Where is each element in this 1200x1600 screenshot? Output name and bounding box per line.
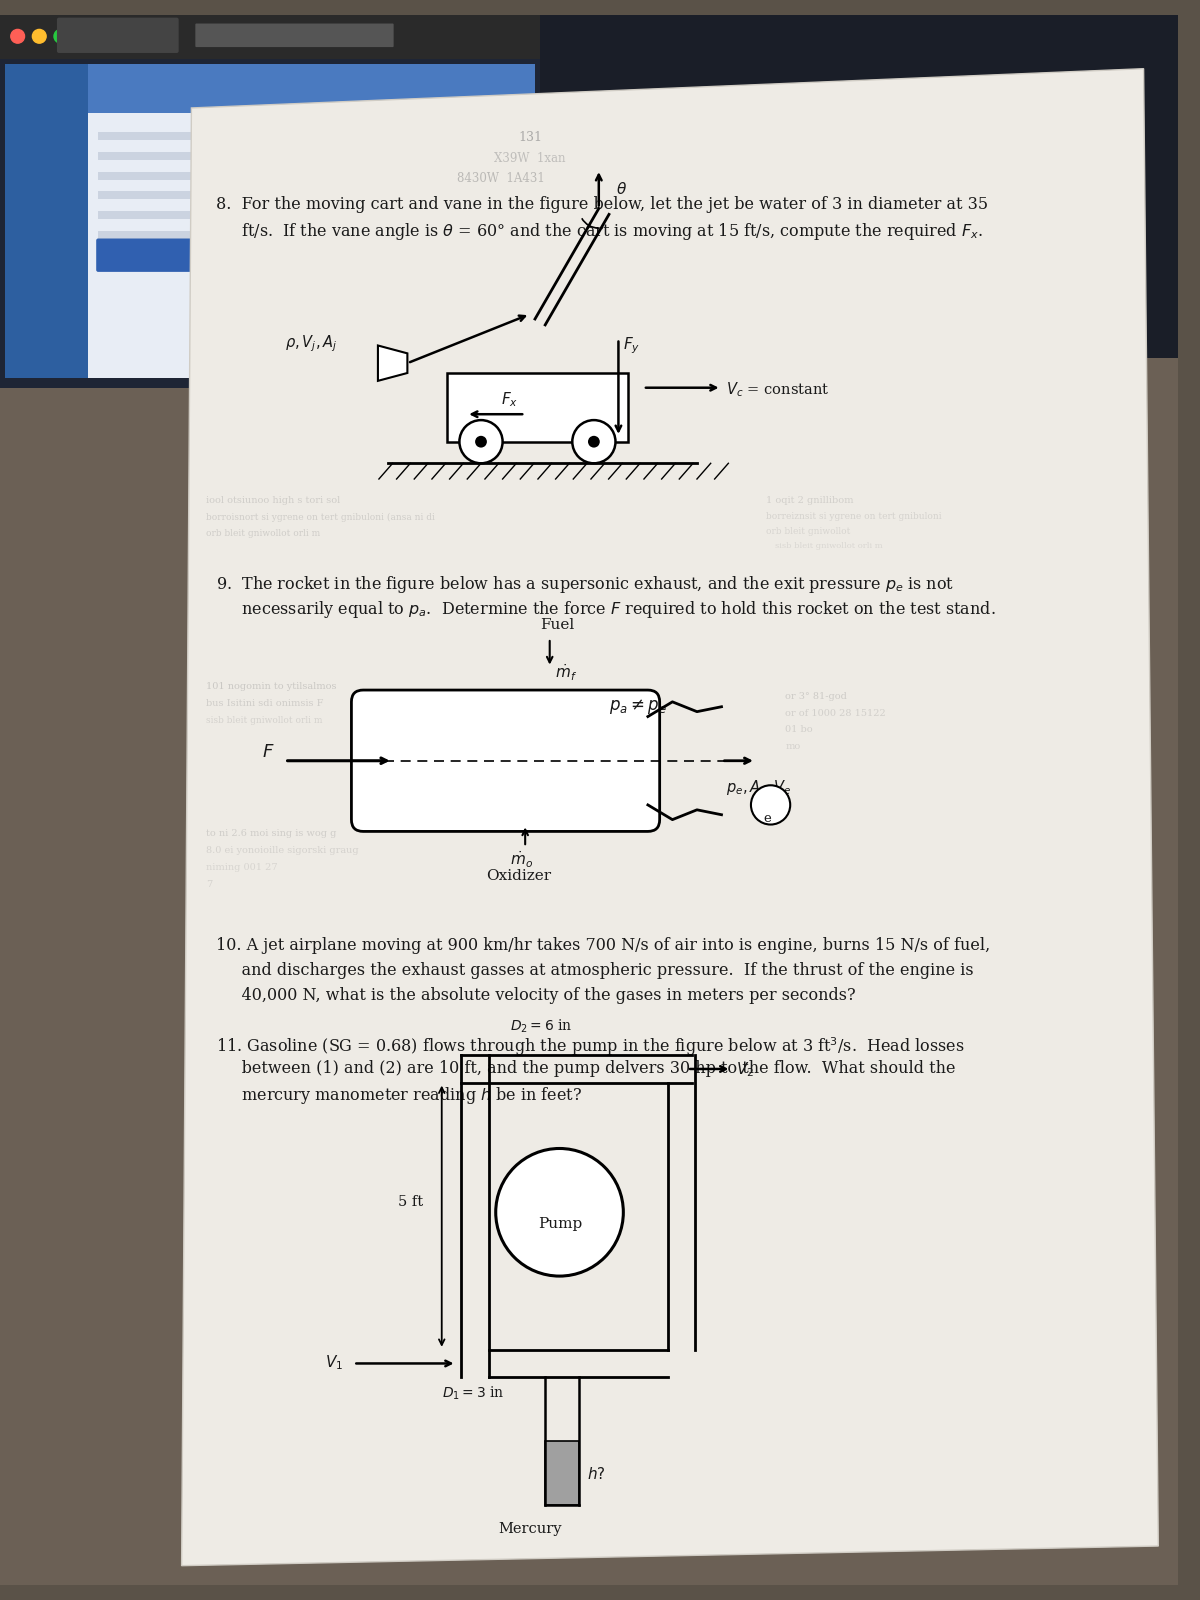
FancyBboxPatch shape bbox=[89, 64, 535, 114]
FancyBboxPatch shape bbox=[352, 690, 660, 832]
Text: e: e bbox=[763, 811, 772, 824]
Circle shape bbox=[572, 421, 616, 464]
Text: $\rho, V_j, A_j$: $\rho, V_j, A_j$ bbox=[284, 334, 337, 354]
FancyBboxPatch shape bbox=[98, 211, 442, 219]
FancyBboxPatch shape bbox=[545, 1442, 580, 1506]
Circle shape bbox=[54, 29, 67, 43]
Text: mercury manometer reading $h$ be in feet?: mercury manometer reading $h$ be in feet… bbox=[216, 1085, 582, 1106]
Text: and discharges the exhaust gasses at atmospheric pressure.  If the thrust of the: and discharges the exhaust gasses at atm… bbox=[216, 962, 973, 979]
Text: Mercury: Mercury bbox=[498, 1523, 562, 1536]
Text: ft/s.  If the vane angle is $\theta$ = 60° and the cart is moving at 15 ft/s, co: ft/s. If the vane angle is $\theta$ = 60… bbox=[216, 221, 983, 242]
FancyBboxPatch shape bbox=[98, 133, 442, 141]
Text: 1 oqit 2 gnillibom: 1 oqit 2 gnillibom bbox=[766, 496, 853, 504]
Text: Oxidizer: Oxidizer bbox=[486, 869, 551, 883]
Polygon shape bbox=[378, 346, 407, 381]
Text: 8430W  1A431: 8430W 1A431 bbox=[457, 171, 545, 184]
FancyBboxPatch shape bbox=[5, 64, 535, 378]
Text: bus Isitini sdi onimsis F: bus Isitini sdi onimsis F bbox=[206, 699, 324, 707]
Text: $h?$: $h?$ bbox=[587, 1466, 606, 1482]
Text: sisb bleit gniwollot orli m: sisb bleit gniwollot orli m bbox=[775, 542, 883, 550]
FancyBboxPatch shape bbox=[98, 230, 442, 238]
Text: $V_2$: $V_2$ bbox=[737, 1061, 755, 1078]
Circle shape bbox=[475, 435, 487, 448]
Text: between (1) and (2) are 10 ft, and the pump delvers 30 hp to the flow.  What sho: between (1) and (2) are 10 ft, and the p… bbox=[216, 1061, 955, 1077]
Text: sisb bleit gniwollot orli m: sisb bleit gniwollot orli m bbox=[206, 715, 323, 725]
Text: iool otsiunoo high s tori sol: iool otsiunoo high s tori sol bbox=[206, 496, 341, 504]
FancyBboxPatch shape bbox=[446, 373, 629, 442]
Text: or of 1000 28 15122: or of 1000 28 15122 bbox=[785, 709, 886, 718]
Text: X39W  1xan: X39W 1xan bbox=[494, 152, 566, 165]
Text: borroisnort si ygrene on tert gnibuloni (ansa ni di: borroisnort si ygrene on tert gnibuloni … bbox=[206, 514, 436, 523]
Text: borreiznsit si ygrene on tert gnibuloni: borreiznsit si ygrene on tert gnibuloni bbox=[766, 512, 941, 522]
Polygon shape bbox=[0, 14, 540, 387]
Polygon shape bbox=[0, 14, 1178, 358]
FancyBboxPatch shape bbox=[196, 24, 394, 46]
Text: to ni 2.6 moi sing is wog g: to ni 2.6 moi sing is wog g bbox=[206, 829, 336, 838]
Text: Fuel: Fuel bbox=[540, 618, 574, 632]
Polygon shape bbox=[181, 69, 1158, 1566]
Polygon shape bbox=[0, 358, 1178, 1586]
Text: $F_x$: $F_x$ bbox=[500, 390, 517, 410]
Text: $V_c$ = constant: $V_c$ = constant bbox=[726, 379, 829, 398]
Text: $p_e, A_e, V_e$: $p_e, A_e, V_e$ bbox=[726, 779, 792, 797]
Text: 11. Gasoline (SG = 0.68) flows through the pump in the figure below at 3 ft$^3$/: 11. Gasoline (SG = 0.68) flows through t… bbox=[216, 1035, 965, 1058]
Text: $F$: $F$ bbox=[263, 742, 275, 762]
Text: 101 nogomin to ytilsalmos: 101 nogomin to ytilsalmos bbox=[206, 682, 337, 691]
Text: $\dot{m}_f$: $\dot{m}_f$ bbox=[554, 662, 577, 683]
Text: mo: mo bbox=[785, 742, 800, 750]
FancyBboxPatch shape bbox=[5, 64, 89, 378]
FancyBboxPatch shape bbox=[56, 18, 179, 53]
Text: niming 001 27: niming 001 27 bbox=[206, 862, 277, 872]
Text: 131: 131 bbox=[518, 131, 542, 144]
Text: 8.0 ei yonoioille sigorski graug: 8.0 ei yonoioille sigorski graug bbox=[206, 846, 359, 854]
Text: $\dot{m}_o$: $\dot{m}_o$ bbox=[510, 850, 534, 870]
Circle shape bbox=[11, 29, 24, 43]
Text: 01 bo: 01 bo bbox=[785, 725, 812, 734]
Text: 7: 7 bbox=[206, 880, 212, 888]
Circle shape bbox=[496, 1149, 623, 1277]
Text: $p_a \neq p_e$: $p_a \neq p_e$ bbox=[608, 698, 666, 715]
FancyBboxPatch shape bbox=[96, 238, 218, 272]
Text: $V_1$: $V_1$ bbox=[325, 1354, 343, 1373]
Text: 10. A jet airplane moving at 900 km/hr takes 700 N/s of air into is engine, burn: 10. A jet airplane moving at 900 km/hr t… bbox=[216, 938, 990, 955]
Text: 8.  For the moving cart and vane in the figure below, let the jet be water of 3 : 8. For the moving cart and vane in the f… bbox=[216, 197, 988, 213]
Text: $F_y$: $F_y$ bbox=[623, 336, 641, 357]
Text: 40,000 N, what is the absolute velocity of the gases in meters per seconds?: 40,000 N, what is the absolute velocity … bbox=[216, 987, 856, 1003]
Text: or 3° 81-god: or 3° 81-god bbox=[785, 693, 847, 701]
FancyBboxPatch shape bbox=[98, 171, 442, 179]
Text: orb bleit gniwollot orli m: orb bleit gniwollot orli m bbox=[206, 530, 320, 538]
Circle shape bbox=[460, 421, 503, 464]
Polygon shape bbox=[378, 346, 407, 381]
Text: necessarily equal to $p_a$.  Determine the force $F$ required to hold this rocke: necessarily equal to $p_a$. Determine th… bbox=[216, 598, 996, 619]
Circle shape bbox=[588, 435, 600, 448]
Text: $D_1 = 3$ in: $D_1 = 3$ in bbox=[442, 1386, 504, 1403]
Circle shape bbox=[751, 786, 791, 824]
Text: $D_2 = 6$ in: $D_2 = 6$ in bbox=[510, 1018, 574, 1035]
Text: orb bleit gniwollot: orb bleit gniwollot bbox=[766, 526, 850, 536]
Text: $\theta$: $\theta$ bbox=[617, 181, 628, 197]
Text: 5 ft: 5 ft bbox=[397, 1195, 422, 1208]
FancyBboxPatch shape bbox=[98, 152, 442, 160]
Text: 9.  The rocket in the figure below has a supersonic exhaust, and the exit pressu: 9. The rocket in the figure below has a … bbox=[216, 574, 954, 595]
Circle shape bbox=[32, 29, 46, 43]
FancyBboxPatch shape bbox=[0, 14, 540, 59]
FancyBboxPatch shape bbox=[98, 192, 442, 200]
Text: Pump: Pump bbox=[538, 1218, 582, 1230]
